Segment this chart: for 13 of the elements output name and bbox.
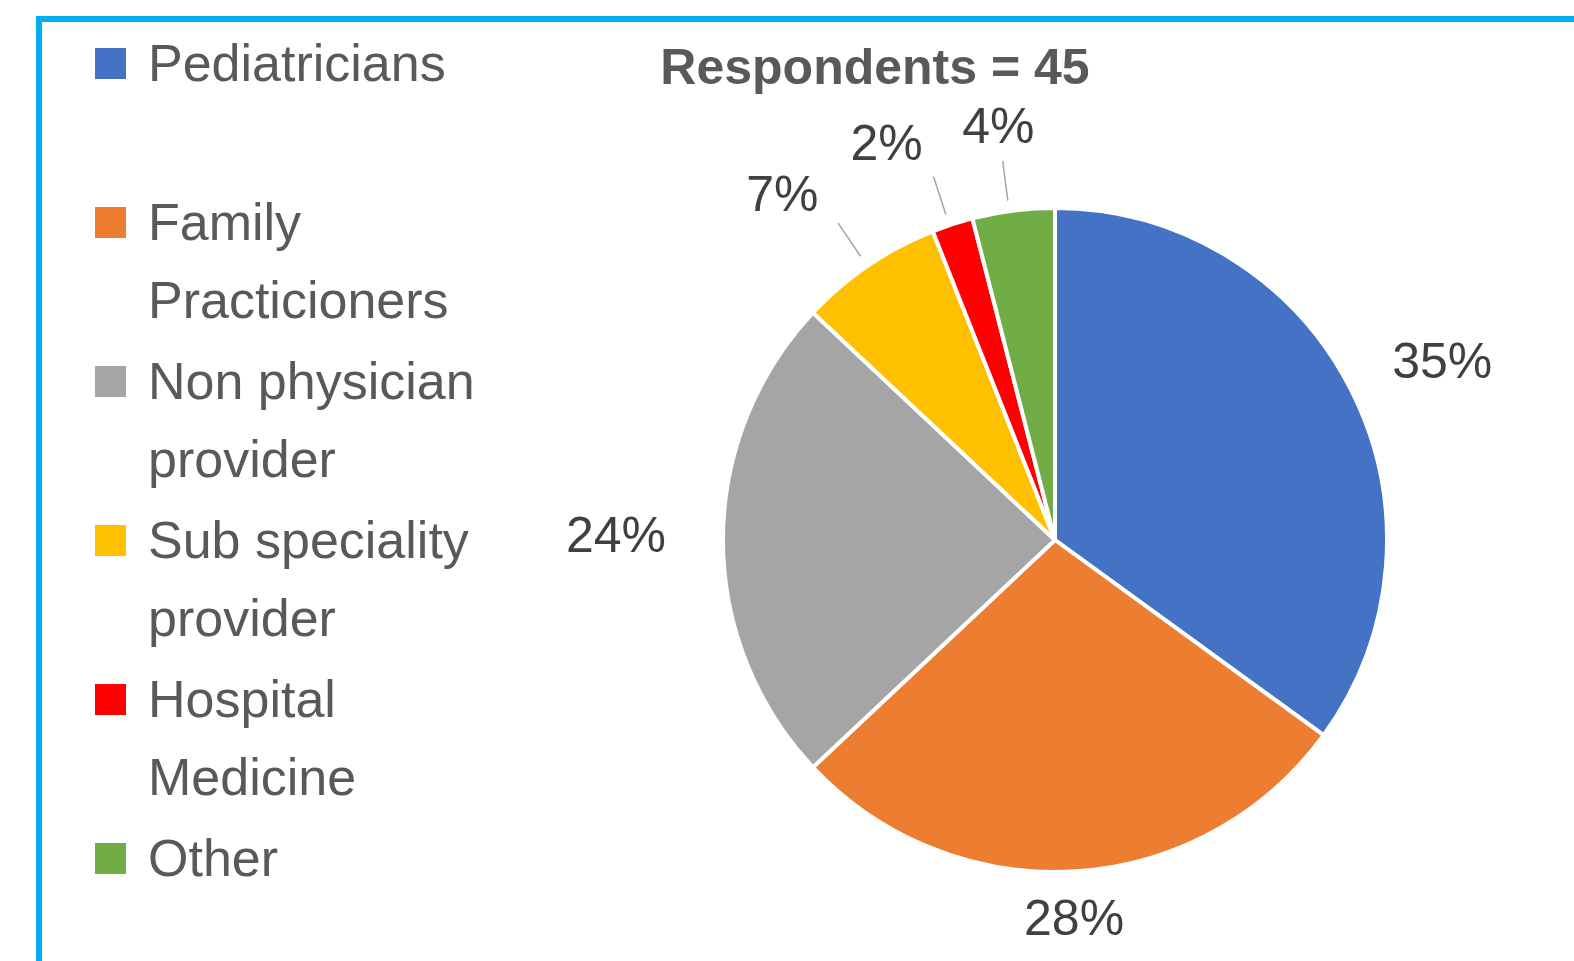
data-label: 35%	[1392, 332, 1493, 389]
legend-label: Hospital Medicine	[148, 669, 358, 808]
legend-label: Non physician provider	[148, 351, 476, 490]
data-label: 4%	[962, 98, 1035, 155]
data-label: 7%	[746, 166, 819, 223]
legend-label: Pediatricians	[148, 33, 447, 94]
legend-label: Sub speciality provider	[148, 510, 470, 649]
data-label: 2%	[850, 115, 923, 172]
legend-label: Other	[148, 828, 280, 889]
data-label: 28%	[1024, 890, 1125, 947]
data-label: 24%	[565, 507, 666, 563]
chart-title: Respondents = 45	[659, 38, 1091, 96]
legend-label: Family Practicioners	[148, 192, 450, 331]
